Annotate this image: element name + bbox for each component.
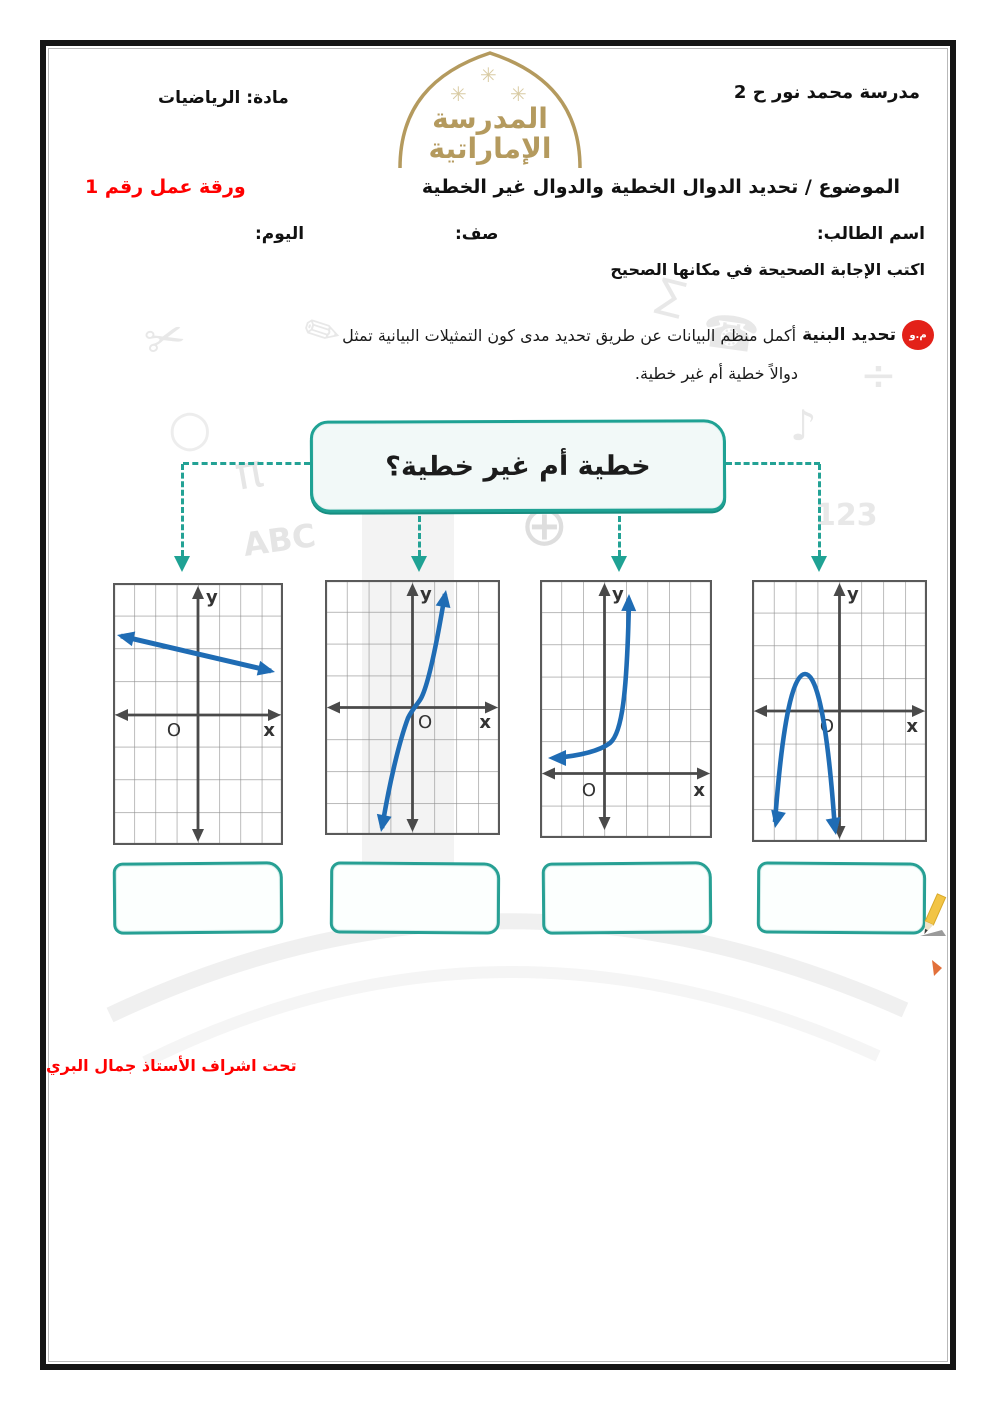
svg-text:O: O: [582, 780, 596, 801]
connector-right-horizontal: [726, 462, 820, 465]
connector-arrow-1: [174, 556, 190, 572]
worksheet-number: ورقة عمل رقم 1: [85, 176, 246, 198]
subject-label: مادة: الرياضيات: [158, 88, 289, 108]
svg-text:y: y: [847, 584, 859, 605]
svg-text:123: 123: [815, 498, 878, 533]
svg-text:y: y: [206, 587, 218, 608]
graph-linear-decreasing: y O x: [113, 583, 283, 845]
organizer-question: خطية أم غير خطية؟: [385, 450, 651, 482]
svg-text:✳: ✳: [480, 63, 497, 87]
pencil-icon: [920, 893, 947, 936]
connector-arrow-2: [411, 556, 427, 572]
supervision-note: تحت اشراف الأستاذ جمال البري: [46, 1056, 297, 1075]
orange-speck: [932, 960, 942, 976]
logo-text-line1: المدرسة: [432, 102, 548, 135]
instruction-text: اكتب الإجابة الصحيحة في مكانها الصحيح: [610, 260, 925, 279]
answer-box-1[interactable]: [112, 861, 284, 935]
svg-text:y: y: [420, 584, 432, 605]
connector-right-vertical: [818, 464, 821, 556]
day-label: اليوم:: [255, 224, 305, 244]
svg-text:y: y: [612, 584, 624, 605]
graph-exponential: y O x: [540, 580, 712, 838]
school-name: مدرسة محمد نور ح 2: [733, 82, 920, 103]
svg-text:÷: ÷: [860, 350, 897, 401]
connector-arrow-4: [811, 556, 827, 572]
exercise-body-1: أكمل منظم البيانات عن طريق تحديد مدى كون…: [342, 325, 797, 345]
svg-text:x: x: [479, 712, 491, 733]
svg-text:x: x: [906, 716, 918, 737]
graph-parabola: y O x: [752, 580, 927, 842]
connector-arrow-3: [611, 556, 627, 572]
organizer-question-box: خطية أم غير خطية؟: [309, 419, 727, 513]
svg-text:♪: ♪: [790, 401, 817, 450]
answer-box-3[interactable]: [541, 861, 713, 935]
graph-cubic: y O x: [325, 580, 500, 835]
student-name-label: اسم الطالب:: [816, 224, 925, 244]
answer-box-2[interactable]: [329, 861, 501, 935]
practice-badge: م.و: [902, 320, 934, 350]
svg-text:✳: ✳: [450, 82, 467, 106]
svg-text:✳: ✳: [510, 82, 527, 106]
school-logo: ✳ ✳ ✳ المدرسة الإماراتية: [398, 51, 582, 169]
logo-text-line2: الإماراتية: [429, 132, 552, 165]
class-label: صف:: [455, 224, 499, 244]
answer-box-4[interactable]: [756, 861, 927, 935]
svg-text:x: x: [693, 780, 705, 801]
connector-mid2-vertical: [618, 516, 621, 556]
connector-mid1-vertical: [418, 516, 421, 556]
svg-text:O: O: [418, 712, 432, 733]
connector-left-horizontal: [183, 462, 310, 465]
svg-text:○: ○: [168, 399, 212, 457]
exercise-line-1: م.و تحديد البنية أكمل منظم البيانات عن ط…: [342, 320, 934, 350]
connector-left-vertical: [181, 464, 184, 556]
exercise-body-2: دوالاً خطية أم غير خطية.: [634, 364, 798, 383]
topic-title: الموضوع / تحديد الدوال الخطية والدوال غي…: [421, 176, 900, 198]
svg-text:☎: ☎: [698, 302, 762, 363]
exercise-heading: تحديد البنية: [802, 325, 896, 345]
page-border: [40, 40, 956, 1370]
svg-text:x: x: [263, 720, 275, 741]
svg-text:O: O: [167, 720, 181, 741]
